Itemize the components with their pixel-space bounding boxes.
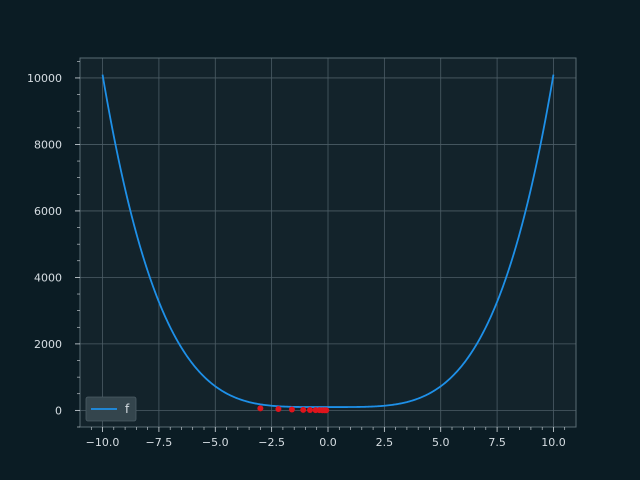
x-tick-label: 0.0 [319,436,337,449]
data-point [288,406,295,413]
points-layer [257,405,330,414]
x-axis: −10.0 −7.5 −5.0 −2.5 0.0 2.5 5.0 7.5 10.0 [86,427,566,449]
x-tick-label: −10.0 [86,436,120,449]
data-point [300,406,307,413]
y-axis: 0 2000 4000 6000 8000 10000 [27,61,80,428]
data-point [257,405,264,412]
x-tick-label: 10.0 [541,436,566,449]
y-tick-label: 4000 [34,271,62,284]
series-line-f [101,74,555,408]
x-tick-label: −7.5 [146,436,173,449]
data-point [306,407,313,414]
x-tick-label: 5.0 [432,436,450,449]
data-point [323,407,330,414]
x-tick-label: 7.5 [488,436,506,449]
legend: f [85,396,137,422]
y-tick-label: 6000 [34,205,62,218]
x-tick-label: −5.0 [202,436,229,449]
y-tick-label: 10000 [27,72,62,85]
series-layer [101,74,555,408]
legend-label-f: f [125,402,130,416]
y-tick-label: 8000 [34,138,62,151]
y-tick-label: 2000 [34,338,62,351]
y-tick-label: 0 [55,404,62,417]
x-tick-label: −2.5 [258,436,285,449]
data-point [275,406,282,413]
x-tick-label: 2.5 [376,436,394,449]
